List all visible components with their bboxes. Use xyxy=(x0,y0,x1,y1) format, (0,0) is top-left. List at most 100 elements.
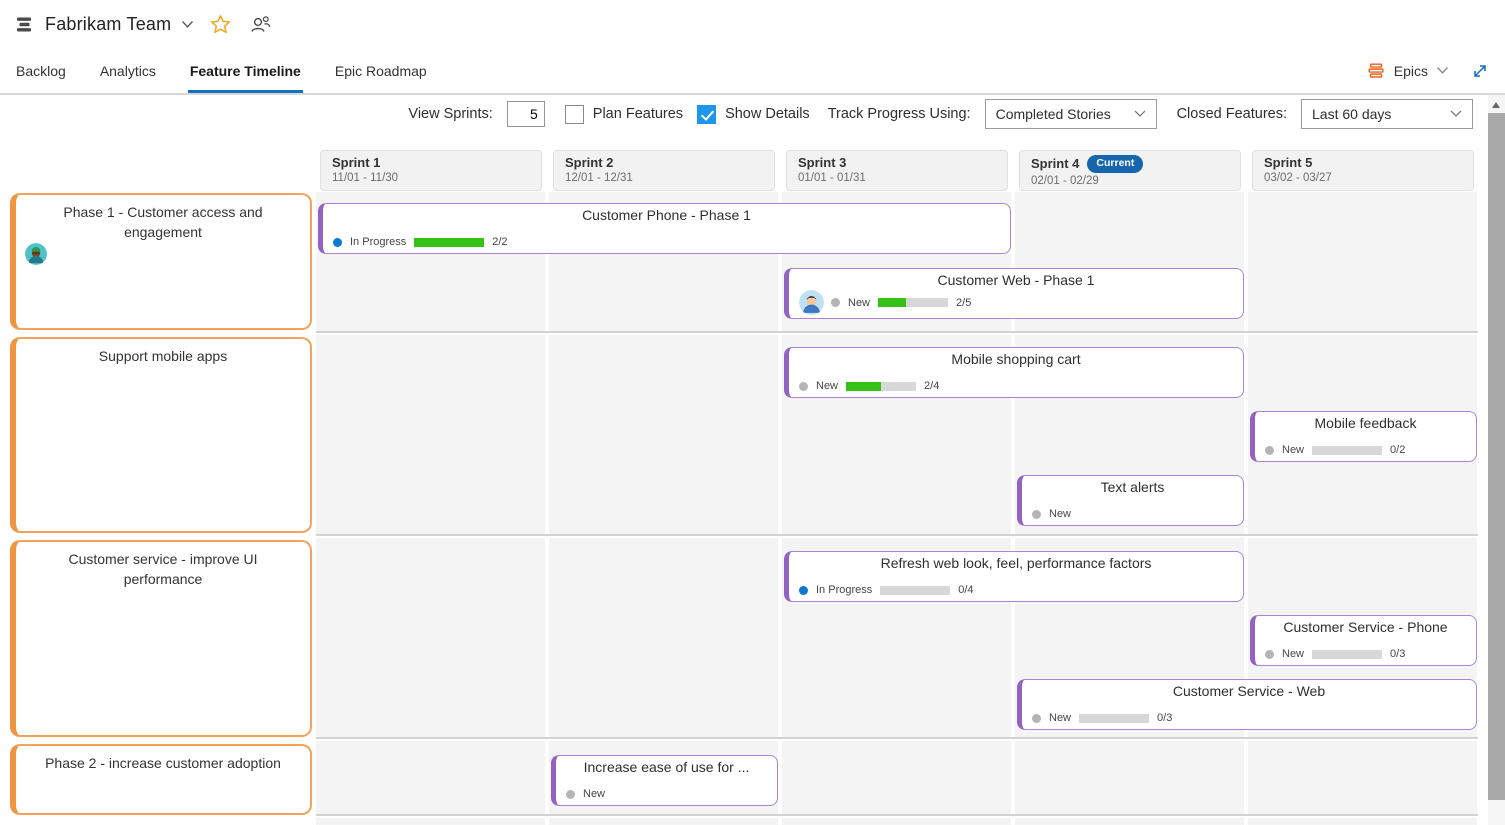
track-progress-label: Track Progress Using: xyxy=(827,106,971,122)
sprint-dates: 01/01 - 01/31 xyxy=(798,172,866,184)
sprint-name: Sprint 4 xyxy=(1031,156,1080,172)
sprint-header-1: Sprint 1 11/01 - 11/30 xyxy=(320,150,542,191)
feature-status-row: New 0/2 xyxy=(1265,444,1405,456)
closed-features-select[interactable]: Last 60 days xyxy=(1301,99,1473,129)
feature-card-refresh-web-look[interactable]: Refresh web look, feel, performance fact… xyxy=(784,551,1244,602)
timeline-toolbar: View Sprints: Plan Features Show Details… xyxy=(0,95,1473,133)
feature-status-row: New 2/5 xyxy=(799,290,971,315)
tab-label: Analytics xyxy=(99,63,156,79)
vertical-scrollbar[interactable] xyxy=(1488,95,1505,825)
sprint-name: Sprint 3 xyxy=(798,155,847,170)
backlog-board-icon xyxy=(14,14,35,35)
status-dot xyxy=(831,298,840,307)
sprint-header-2: Sprint 2 12/01 - 12/31 xyxy=(553,150,775,191)
closed-features-value: Last 60 days xyxy=(1312,106,1392,122)
status-label: In Progress xyxy=(350,236,407,248)
status-dot xyxy=(799,585,808,595)
epics-backlog-icon xyxy=(1367,61,1386,80)
tab-analytics[interactable]: Analytics xyxy=(98,48,158,93)
sprint-name: Sprint 1 xyxy=(332,155,381,170)
sprint-header-5: Sprint 5 03/02 - 03/27 xyxy=(1252,150,1474,191)
progress-bar xyxy=(846,381,917,391)
status-dot xyxy=(333,237,342,247)
assignee-avatar xyxy=(25,243,47,265)
favorite-star-icon[interactable] xyxy=(210,14,231,35)
progress-bar xyxy=(880,585,951,595)
status-dot xyxy=(1032,509,1041,519)
sprint-header-4: Sprint 4 Current 02/01 - 02/29 xyxy=(1019,150,1241,191)
show-details-label: Show Details xyxy=(725,106,810,122)
sprint-name: Sprint 5 xyxy=(1264,155,1313,170)
feature-title: Text alerts xyxy=(1100,479,1165,495)
progress-count: 0/3 xyxy=(1390,648,1406,660)
track-progress-select[interactable]: Completed Stories xyxy=(984,99,1157,129)
tab-label: Epic Roadmap xyxy=(334,63,427,79)
assignee-avatar xyxy=(799,290,824,315)
epic-title: Phase 1 - Customer access and engagement xyxy=(63,204,263,241)
feature-card-customer-phone-phase-1[interactable]: Customer Phone - Phase 1 In Progress 2/2 xyxy=(318,203,1011,254)
status-dot xyxy=(566,789,575,799)
progress-bar xyxy=(414,237,485,247)
status-label: New xyxy=(583,788,606,800)
epic-card-support-mobile-apps[interactable]: Support mobile apps xyxy=(10,337,312,533)
tab-bar: Backlog Analytics Feature Timeline Epic … xyxy=(0,48,1505,93)
view-sprints-input[interactable] xyxy=(506,101,545,127)
epic-card-phase-2[interactable]: Phase 2 - increase customer adoption xyxy=(10,744,312,815)
plan-features-label: Plan Features xyxy=(592,106,684,122)
progress-bar xyxy=(1079,713,1150,723)
epic-title: Phase 2 - increase customer adoption xyxy=(45,755,281,771)
tab-backlog[interactable]: Backlog xyxy=(14,48,68,93)
epic-card-customer-service[interactable]: Customer service - improve UI performanc… xyxy=(10,540,312,737)
feature-card-mobile-feedback[interactable]: Mobile feedback New 0/2 xyxy=(1250,411,1477,462)
feature-status-row: New xyxy=(1032,508,1071,520)
feature-title: Refresh web look, feel, performance fact… xyxy=(880,555,1152,571)
status-label: New xyxy=(848,296,871,309)
progress-count: 0/4 xyxy=(958,584,974,596)
closed-features-label: Closed Features: xyxy=(1176,106,1287,122)
level-chevron-down-icon[interactable] xyxy=(1436,66,1449,75)
chevron-down-icon xyxy=(1134,110,1146,117)
progress-count: 2/4 xyxy=(924,380,940,392)
feature-title: Mobile feedback xyxy=(1314,415,1417,431)
current-sprint-badge: Current xyxy=(1087,155,1144,173)
sprint-header-3: Sprint 3 01/01 - 01/31 xyxy=(786,150,1008,191)
feature-status-row: New xyxy=(566,788,605,800)
app-header: Fabrikam Team xyxy=(0,0,1505,48)
expand-fullscreen-icon[interactable] xyxy=(1471,62,1489,80)
status-label: New xyxy=(1049,712,1072,724)
feature-title: Customer Web - Phase 1 xyxy=(937,272,1095,288)
feature-status-row: New 2/4 xyxy=(799,380,939,392)
epic-title: Support mobile apps xyxy=(98,348,228,364)
epic-card-phase-1[interactable]: Phase 1 - Customer access and engagement xyxy=(10,193,312,330)
status-dot xyxy=(1032,713,1041,723)
feature-card-mobile-shopping-cart[interactable]: Mobile shopping cart New 2/4 xyxy=(784,347,1244,398)
team-name: Fabrikam Team xyxy=(45,13,172,34)
feature-card-text-alerts[interactable]: Text alerts New xyxy=(1017,475,1244,526)
feature-card-customer-service-phone[interactable]: Customer Service - Phone New 0/3 xyxy=(1250,615,1477,666)
feature-card-customer-web-phase-1[interactable]: Customer Web - Phase 1 New 2/5 xyxy=(784,268,1244,319)
feature-title: Customer Phone - Phase 1 xyxy=(582,207,751,223)
sprint-dates: 02/01 - 02/29 xyxy=(1031,174,1099,187)
feature-title: Increase ease of use for ... xyxy=(583,759,750,775)
feature-card-customer-service-web[interactable]: Customer Service - Web New 0/3 xyxy=(1017,679,1477,730)
team-members-icon[interactable] xyxy=(249,14,272,35)
feature-status-row: In Progress 2/2 xyxy=(333,236,508,248)
scrollbar-thumb[interactable] xyxy=(1488,113,1505,800)
grid-row-band xyxy=(316,818,1478,825)
team-chevron-down-icon[interactable] xyxy=(181,20,194,29)
sprint-dates: 03/02 - 03/27 xyxy=(1264,172,1332,184)
status-label: New xyxy=(1282,648,1305,660)
status-dot xyxy=(799,381,808,391)
progress-count: 0/3 xyxy=(1157,712,1173,724)
tab-feature-timeline[interactable]: Feature Timeline xyxy=(187,48,303,93)
feature-card-increase-ease-of-use[interactable]: Increase ease of use for ... New xyxy=(551,755,778,806)
tab-epic-roadmap[interactable]: Epic Roadmap xyxy=(333,48,429,93)
grid-row-band xyxy=(316,741,1478,816)
view-sprints-label: View Sprints: xyxy=(408,106,493,122)
feature-status-row: New 0/3 xyxy=(1032,712,1172,724)
plan-features-checkbox[interactable] xyxy=(564,104,584,124)
scrollbar-up-arrow[interactable] xyxy=(1492,102,1500,108)
feature-title: Customer Service - Web xyxy=(1172,683,1326,699)
show-details-checkbox[interactable] xyxy=(697,104,717,124)
backlog-level-label[interactable]: Epics xyxy=(1393,62,1428,79)
